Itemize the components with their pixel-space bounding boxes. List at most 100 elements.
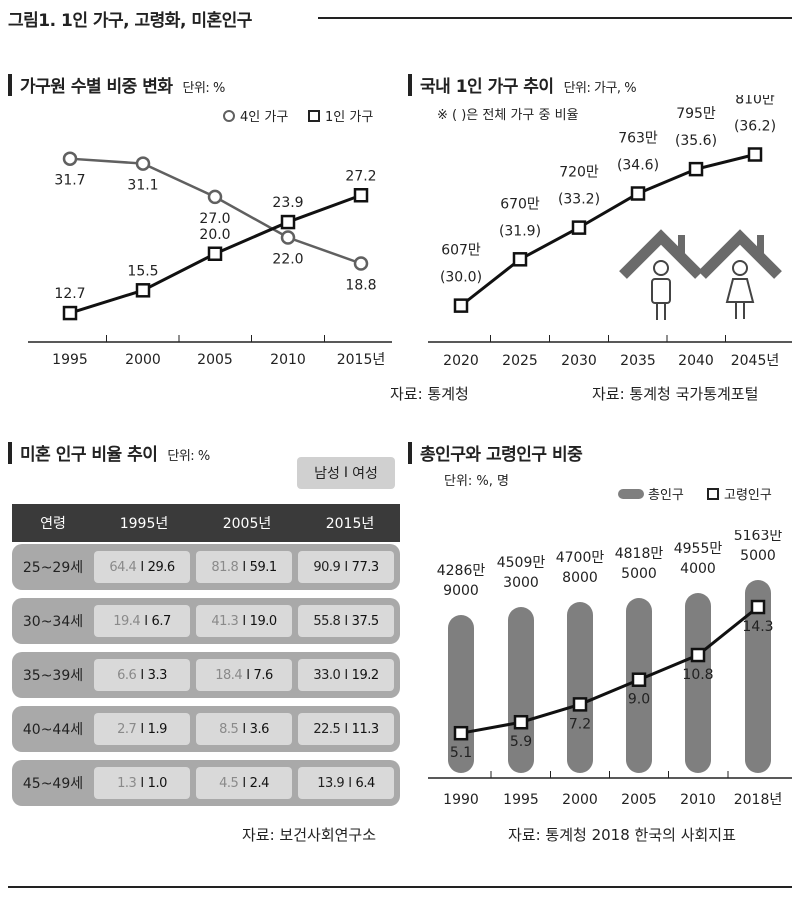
roof — [698, 229, 782, 279]
male-value: 8.5 — [219, 721, 239, 737]
row-age-label: 30~34세 — [22, 614, 84, 630]
panel2-source: 자료: 통계청 국가통계포털 — [592, 385, 759, 403]
count-label: 720만 — [559, 165, 599, 181]
table-cell: 18.4 I 7.6 — [196, 659, 292, 691]
value-separator: I — [140, 559, 144, 575]
figure-title: 그림1. 1인 가구, 고령화, 미혼인구 — [8, 11, 252, 31]
male-value: 81.8 — [211, 559, 239, 575]
total-pop-label: 4700만 — [556, 550, 605, 566]
table-cell: 90.9 I 77.3 — [298, 551, 394, 583]
panel4-title: 총인구와 고령인구 비중 — [408, 440, 583, 465]
female-value: 77.3 — [351, 559, 379, 575]
data-point — [688, 161, 704, 177]
female-value: 3.3 — [147, 667, 168, 683]
data-label-1person: 27.2 — [345, 168, 376, 184]
point-4person — [207, 189, 223, 205]
x-tick-label: 2035 — [620, 353, 656, 369]
title-marker — [8, 441, 12, 464]
data-label-4person: 22.0 — [272, 252, 303, 268]
male-value: 1.3 — [117, 775, 137, 791]
gender-key-sep: I — [343, 465, 349, 481]
head — [732, 260, 748, 276]
value-separator: I — [242, 775, 246, 791]
total-pop-label: 8000 — [562, 570, 598, 586]
table-cell: 41.3 I 19.0 — [196, 605, 292, 637]
table-cell: 13.9 I 6.4 — [298, 767, 394, 799]
data-label-4person: 18.8 — [345, 278, 376, 294]
male-value: 18.4 — [215, 667, 243, 683]
count-label: 810만 — [735, 95, 775, 108]
total-pop-bar — [508, 607, 534, 773]
total-pop-label: 4000 — [680, 561, 716, 577]
elderly-point — [513, 714, 529, 730]
male-value: 13.9 — [317, 775, 345, 791]
gender-key-male: 남성 — [314, 466, 340, 482]
value-separator: I — [348, 775, 352, 791]
panel4-title-text: 총인구와 고령인구 비중 — [420, 445, 583, 465]
data-label-4person: 27.0 — [199, 211, 230, 227]
value-separator: I — [344, 613, 348, 629]
total-pop-label: 3000 — [503, 575, 539, 591]
table-row: 40~44세 2.7 I 1.9 8.5 I 3.6 22.5 I 11.3 — [12, 706, 400, 752]
value-separator: I — [140, 721, 144, 737]
panel1-unit: 단위: % — [182, 81, 226, 96]
panel3-source: 자료: 보건사회연구소 — [242, 826, 377, 844]
female-value: 3.6 — [249, 721, 270, 737]
x-tick-label: 2040 — [678, 353, 714, 369]
value-separator: I — [242, 613, 246, 629]
count-label: 763만 — [618, 131, 658, 147]
row-age-label: 45~49세 — [22, 776, 84, 792]
male-value: 55.8 — [313, 613, 341, 629]
x-tick-label: 2010 — [270, 352, 306, 368]
elderly-label: 5.1 — [450, 745, 472, 761]
male-value: 33.0 — [313, 667, 341, 683]
count-label: 795만 — [676, 106, 716, 122]
female-value: 6.4 — [355, 775, 376, 791]
circle-marker-icon — [223, 109, 235, 122]
value-separator: I — [246, 667, 250, 683]
total-pop-label: 4286만 — [437, 563, 486, 579]
x-tick-label: 1995 — [503, 792, 539, 808]
x-tick-label: 1990 — [443, 792, 479, 808]
legend-elderly: 고령인구 — [706, 484, 772, 503]
row-age-label: 25~29세 — [22, 560, 84, 576]
title-marker — [408, 73, 412, 96]
legend-total-pop-label: 총인구 — [648, 488, 684, 503]
table-cell: 4.5 I 2.4 — [196, 767, 292, 799]
panel1-title: 가구원 수별 비중 변화 단위: % — [8, 72, 225, 97]
panel4-source: 자료: 통계청 2018 한국의 사회지표 — [508, 826, 736, 844]
pct-label: (31.9) — [499, 223, 541, 239]
female-value: 7.6 — [253, 667, 274, 683]
point-4person — [280, 230, 296, 245]
pct-label: (33.2) — [558, 192, 600, 208]
elderly-label: 14.3 — [742, 619, 773, 635]
pct-label: (30.0) — [440, 270, 482, 286]
legend-1person-label: 1인 가구 — [325, 110, 374, 125]
female-value: 11.3 — [351, 721, 379, 737]
household-size-chart: 1995 2000 2005 2010 2015년 31.7 31.1 27.0 22.0 18.… — [28, 151, 392, 368]
total-pop-label: 9000 — [443, 583, 479, 599]
table-cell: 19.4 I 6.7 — [94, 605, 190, 637]
elderly-label: 10.8 — [682, 667, 713, 683]
chimney — [757, 235, 764, 257]
table-cell: 6.6 I 3.3 — [94, 659, 190, 691]
data-point — [571, 220, 587, 235]
point-4person — [135, 156, 151, 171]
pct-label: (35.6) — [675, 133, 717, 149]
panel2-unit: 단위: 가구, % — [563, 81, 637, 96]
table-cell: 8.5 I 3.6 — [196, 713, 292, 745]
elderly-label: 7.2 — [569, 716, 591, 732]
female-value: 19.0 — [249, 613, 277, 629]
male-value: 2.7 — [117, 721, 137, 737]
elderly-point — [690, 647, 706, 663]
table-header: 연령 1995년 2005년 2015년 — [12, 504, 400, 542]
total-pop-label: 4955만 — [674, 541, 723, 557]
total-pop-bar — [745, 580, 771, 773]
x-tick-label: 2005 — [197, 352, 233, 368]
total-pop-label: 4818만 — [615, 546, 664, 562]
panel1-source: 자료: 통계청 — [390, 385, 469, 403]
female-value: 37.5 — [351, 613, 379, 629]
data-point — [512, 252, 528, 267]
data-label-4person: 31.7 — [54, 173, 85, 189]
elderly-point — [750, 599, 766, 615]
